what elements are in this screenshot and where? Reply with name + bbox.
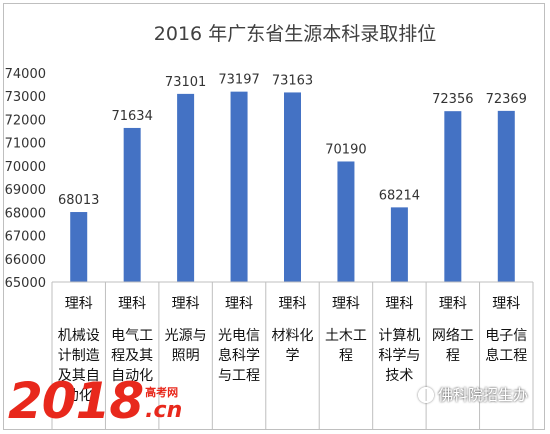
watermark-logo: 2018 高考网 .cn	[8, 366, 182, 426]
y-tick-label: 69000	[5, 183, 46, 198]
major-label-line: 动化	[65, 388, 93, 404]
bar	[444, 111, 462, 282]
bar	[177, 93, 195, 283]
major-label-line: 照明	[172, 348, 200, 364]
category-label: 理科	[225, 296, 253, 312]
y-tick-label: 73000	[5, 90, 46, 105]
bars	[70, 91, 515, 283]
category-label: 理科	[172, 296, 200, 312]
major-label-line: 程及其	[111, 348, 153, 364]
chart-title: 2016 年广东省生源本科录取排位	[154, 23, 436, 45]
major-label-line: 材料化	[272, 328, 314, 344]
y-tick-label: 66000	[5, 253, 46, 268]
wechat-watermark: 佛科院招生办	[418, 384, 528, 405]
data-label: 73197	[218, 73, 259, 88]
bar	[337, 161, 355, 282]
watermark-number: 2018	[8, 372, 144, 430]
major-label-line: 学	[286, 348, 300, 364]
y-tick-label: 71000	[5, 137, 46, 152]
category-label: 理科	[65, 296, 93, 312]
major-label-line: 机械设	[58, 328, 100, 344]
y-tick-label: 68000	[5, 206, 46, 221]
data-label: 72369	[486, 92, 527, 107]
category-table-lines	[51, 281, 534, 430]
major-label-line: 息工程	[485, 347, 527, 364]
major-label-line: 程	[446, 348, 460, 364]
data-label: 71634	[111, 109, 152, 124]
major-label-line: 土木工	[325, 328, 367, 344]
bar	[390, 207, 408, 282]
major-label-line: 电气工	[111, 328, 153, 344]
y-tick-label: 74000	[5, 67, 46, 82]
major-label-line: 与工程	[218, 368, 260, 384]
major-label-line: 计算机	[378, 328, 420, 344]
major-label-line: 计制造	[58, 348, 100, 364]
bar	[497, 110, 515, 282]
category-label: 理科	[492, 296, 520, 312]
data-label: 68214	[379, 188, 420, 203]
major-label-line: 科学与	[378, 348, 420, 364]
major-label-line: 自动化	[111, 368, 153, 384]
y-tick-label: 65000	[5, 276, 46, 291]
y-axis-ticks: 65000 66000 67000 68000 69000 70000 71000 72000…	[5, 67, 46, 291]
y-tick-label: 67000	[5, 230, 46, 245]
data-label: 68013	[58, 193, 99, 208]
major-label-line: 电子信	[485, 328, 527, 344]
chart-frame	[3, 3, 545, 430]
major-label-line: 网络工	[432, 328, 474, 344]
category-label: 理科	[279, 296, 307, 312]
y-tick-label: 70000	[5, 160, 46, 175]
y-tick-label: 72000	[5, 113, 46, 128]
category-label: 理科	[332, 296, 360, 312]
bar	[123, 127, 141, 282]
major-label-line: 光电信	[218, 328, 260, 344]
wechat-account-name: 佛科院招生办	[438, 386, 529, 404]
major-label-line: 程	[339, 348, 353, 364]
major-label-line: 息科学	[218, 347, 260, 364]
bar	[284, 92, 301, 282]
category-label: 理科	[439, 296, 467, 312]
category-labels: 理科 理科 理科 理科 理科 理科 理科 理科 理科	[65, 296, 521, 312]
major-label-line: 技术	[385, 368, 413, 384]
data-labels: 68013 71634 73101 73197 73163 70190 68214 72356…	[58, 73, 527, 208]
major-label-line: 及其自	[58, 368, 100, 384]
data-label: 70190	[325, 142, 366, 157]
category-label: 理科	[118, 296, 146, 312]
data-label: 72356	[432, 92, 473, 107]
major-label-line: 光源与	[165, 328, 207, 344]
category-label: 理科	[385, 296, 413, 312]
data-label: 73163	[272, 73, 313, 88]
data-label: 73101	[165, 75, 206, 90]
wechat-icon	[418, 386, 434, 403]
watermark-domain: .cn	[145, 398, 183, 423]
bar	[70, 212, 88, 282]
bar	[230, 91, 248, 282]
watermark-subtitle: 高考网	[145, 386, 179, 399]
